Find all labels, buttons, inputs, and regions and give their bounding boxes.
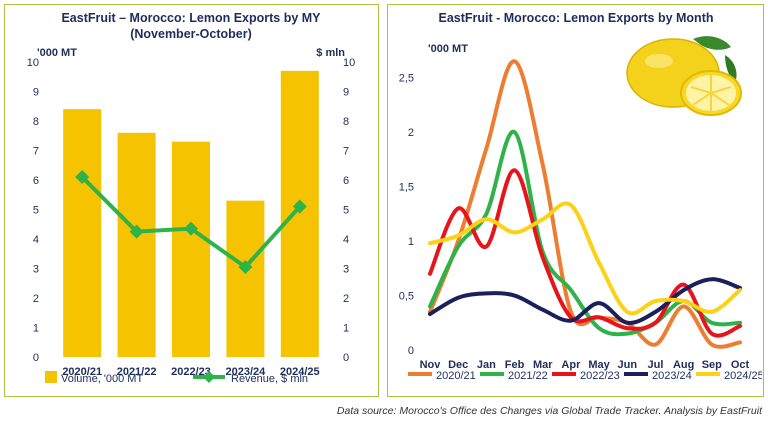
y-tick-label-right: 3 [343,264,349,276]
legend-volume-label: Volume, '000 MT [61,373,143,385]
legend-label: 2023/24 [652,370,692,382]
y-tick-label-left: 10 [27,57,39,69]
monthly-exports-chart: EastFruit - Morocco: Lemon Exports by Mo… [399,11,764,382]
legend-label: 2020/21 [436,370,476,382]
x-tick-label: Sep [702,359,722,371]
x-tick-label: Apr [561,359,581,371]
volume-bar [63,109,102,357]
y-tick-label-right: 2 [343,293,349,305]
revenue-marker [238,260,253,275]
monthly-exports-panel: EastFruit - Morocco: Lemon Exports by Mo… [387,4,764,397]
x-tick-label: Nov [420,359,442,371]
y-tick-label: 1,5 [399,182,414,194]
y-tick-label-right: 8 [343,116,349,128]
x-tick-label: Aug [673,359,694,371]
data-source-note: Data source: Morocco's Office des Change… [336,405,762,417]
y-tick-label: 1 [408,236,414,248]
y-tick-label: 2,5 [399,73,414,85]
y-tick-label-left: 2 [33,293,39,305]
y-tick-label-right: 7 [343,146,349,158]
y-tick-label-left: 1 [33,323,39,335]
volume-revenue-panel: EastFruit – Morocco: Lemon Exports by MY… [4,4,379,397]
left-axis-unit: '000 MT [37,47,77,59]
chart-subtitle: (November-October) [130,27,252,41]
revenue-marker [129,224,144,239]
y-tick-label-left: 3 [33,264,39,276]
revenue-marker [184,221,198,236]
y-tick-label-right: 10 [343,57,355,69]
series-line-2023-24 [428,277,742,325]
y-tick-label-left: 9 [33,87,39,99]
right-axis-unit: $ mln [316,47,345,59]
volume-revenue-chart: EastFruit – Morocco: Lemon Exports by MY… [27,11,356,385]
chart-title: EastFruit - Morocco: Lemon Exports by Mo… [438,11,713,25]
lemon-image [626,36,742,116]
revenue-marker [75,170,90,185]
chart-title: EastFruit – Morocco: Lemon Exports by MY [61,11,321,25]
x-tick-label: 2024/25 [280,366,320,378]
x-tick-label: 2020/21 [62,366,102,378]
series-line-2024-25 [428,201,742,316]
volume-bar [226,200,265,357]
x-tick-label: Jun [617,359,637,371]
volume-bar [117,132,156,357]
legend-label: 2024/25 [724,370,762,382]
revenue-marker [292,199,307,214]
x-tick-label: Dec [448,359,468,371]
x-tick-label: May [588,359,610,371]
legend-revenue-marker [203,371,215,383]
y-tick-label-right: 1 [343,323,349,335]
y-tick-label-right: 4 [343,234,349,246]
x-tick-label: Oct [731,359,750,371]
volume-bar [172,141,210,357]
y-tick-label-right: 6 [343,175,349,187]
series-line-2020-21 [428,59,742,349]
y-axis-unit: '000 MT [428,43,468,55]
y-tick-label-right: 9 [343,87,349,99]
y-tick-label-right: 0 [343,352,349,364]
y-tick-label-left: 8 [33,116,39,128]
y-tick-label-left: 5 [33,205,39,217]
y-tick-label-left: 6 [33,175,39,187]
legend-label: 2022/23 [580,370,620,382]
legend-label: 2021/22 [508,370,548,382]
legend-revenue-label: Revenue, $ mln [231,373,308,385]
y-tick-label-left: 7 [33,146,39,158]
legend-volume-swatch [45,371,57,383]
y-tick-label-left: 0 [33,352,39,364]
x-tick-label: Feb [505,359,525,371]
y-tick-label: 0 [408,345,414,357]
y-tick-label: 2 [408,127,414,139]
volume-bar [280,70,319,357]
y-tick-label: 0,5 [399,291,414,303]
x-tick-label: 2021/22 [117,366,157,378]
x-tick-label: Jan [477,359,496,371]
y-tick-label-left: 4 [33,234,39,246]
x-tick-label: 2023/24 [226,366,267,378]
x-tick-label: Jul [648,359,664,371]
y-tick-label-right: 5 [343,205,349,217]
x-tick-label: Mar [533,359,553,371]
